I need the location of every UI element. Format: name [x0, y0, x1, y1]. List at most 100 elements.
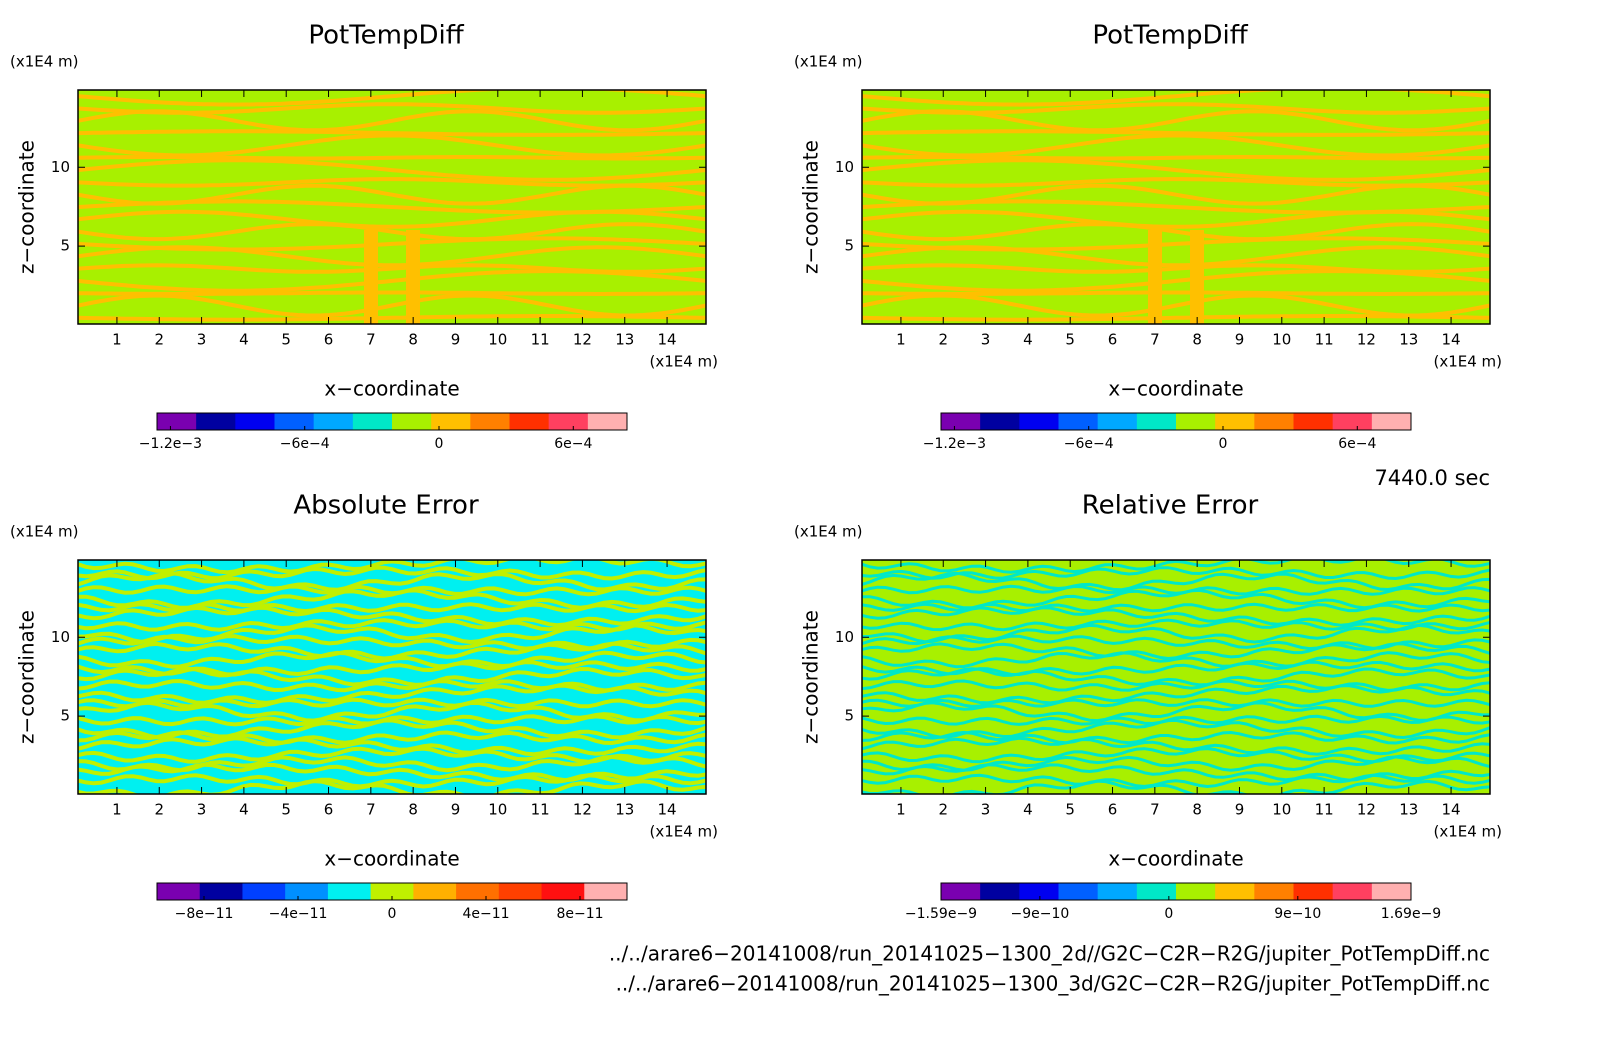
field-stripe [78, 714, 706, 727]
x-tick-label: 10 [488, 801, 507, 819]
x-tick-label: 11 [1315, 801, 1334, 819]
field-stripe [862, 571, 1490, 592]
field-stripe [862, 618, 1490, 632]
field-stripe [78, 158, 706, 182]
colorbar-tick-label: 0 [1219, 436, 1228, 452]
x-unit: (x1E4 m) [1433, 353, 1502, 371]
color-level [242, 883, 286, 900]
field-stripe [78, 290, 706, 296]
color-level [1136, 883, 1177, 900]
color-level [456, 883, 500, 900]
field-stripe [862, 773, 1490, 789]
x-label: x−coordinate [324, 377, 459, 401]
colorbar-tick-label: 9e−10 [1274, 906, 1321, 922]
y-tick-label: 10 [835, 158, 854, 176]
field-stripe [862, 155, 1490, 161]
field-stripe [78, 736, 706, 757]
field-stripe [862, 651, 1490, 669]
x-tick-label: 4 [1023, 801, 1033, 819]
field-stripe [78, 605, 706, 628]
x-label: x−coordinate [1108, 847, 1243, 871]
color-level [1254, 413, 1294, 430]
field-stripe [862, 245, 1490, 268]
color-level [1058, 413, 1099, 430]
field-stripe [78, 90, 706, 107]
color-level [1215, 883, 1255, 900]
x-tick-label: 3 [981, 331, 991, 349]
x-tick-label: 12 [1357, 801, 1376, 819]
x-tick-label: 7 [366, 801, 376, 819]
color-level [509, 413, 550, 430]
field-stripe [862, 763, 1490, 782]
color-level [1371, 413, 1412, 430]
color-level [1097, 883, 1138, 900]
y-tick-label: 10 [51, 628, 70, 646]
field-stripe [862, 660, 1490, 677]
field-stripe [862, 736, 1490, 756]
colorbar-frame [940, 882, 1412, 901]
field-stripe [862, 293, 1490, 318]
x-tick-label: 13 [615, 331, 634, 349]
x-tick-label: 11 [531, 331, 550, 349]
plot-frame [861, 89, 1491, 325]
color-level [541, 883, 585, 900]
panel-title: Relative Error [1082, 491, 1259, 521]
y-unit: (x1E4 m) [794, 523, 863, 541]
x-tick-label: 3 [197, 331, 207, 349]
field-stripe [862, 560, 1490, 574]
x-tick-label: 3 [981, 801, 991, 819]
field-stripe [406, 230, 420, 324]
x-tick-label: 8 [408, 331, 418, 349]
field-stripe [78, 155, 706, 161]
x-tick-label: 5 [281, 331, 291, 349]
field-stripe [78, 762, 706, 783]
field-stripe [862, 667, 1490, 687]
color-level [941, 413, 981, 430]
x-tick-label: 5 [1065, 801, 1075, 819]
x-unit: (x1E4 m) [649, 823, 718, 841]
color-level [327, 883, 372, 900]
x-tick-label: 4 [239, 801, 249, 819]
field-stripe [862, 779, 1490, 794]
field-stripe [78, 623, 706, 645]
color-level [1293, 883, 1334, 900]
color-level [470, 413, 510, 430]
x-tick-label: 1 [896, 331, 906, 349]
field-stripe [78, 109, 706, 133]
x-tick-label: 2 [154, 801, 164, 819]
x-tick-label: 7 [366, 331, 376, 349]
field-stripe [78, 222, 706, 242]
x-tick-label: 12 [573, 331, 592, 349]
panel-title: Absolute Error [293, 491, 479, 521]
color-level [980, 413, 1020, 430]
color-level [1332, 413, 1373, 430]
x-tick-label: 12 [573, 801, 592, 819]
y-tick-label: 5 [60, 707, 70, 725]
color-level [584, 883, 628, 900]
color-level [392, 413, 432, 430]
field-stripe [862, 109, 1490, 133]
color-level [587, 413, 628, 430]
y-label: z−coordinate [15, 140, 39, 274]
color-level [941, 883, 981, 900]
color-level [1332, 883, 1373, 900]
color-level [370, 883, 414, 900]
field-stripe [78, 269, 706, 293]
x-tick-label: 14 [658, 801, 677, 819]
x-tick-label: 8 [408, 801, 418, 819]
field-stripe [862, 714, 1490, 726]
field-stripe [364, 230, 378, 324]
field-stripe [78, 666, 706, 687]
x-tick-label: 9 [451, 331, 461, 349]
colorbar-tick-label: 0 [1164, 906, 1173, 922]
file-path: ../../arare6−20141008/run_20141025−1300_… [609, 942, 1490, 966]
y-label: z−coordinate [15, 610, 39, 744]
field-stripe [78, 293, 706, 318]
colorbar-tick-label: 6e−4 [554, 436, 592, 452]
x-tick-label: 10 [1272, 331, 1291, 349]
field-stripe [78, 779, 706, 794]
colorbar-tick-label: −8e−11 [175, 906, 234, 922]
x-tick-label: 11 [1315, 331, 1334, 349]
field-stripe [78, 560, 706, 575]
y-label: z−coordinate [799, 610, 823, 744]
